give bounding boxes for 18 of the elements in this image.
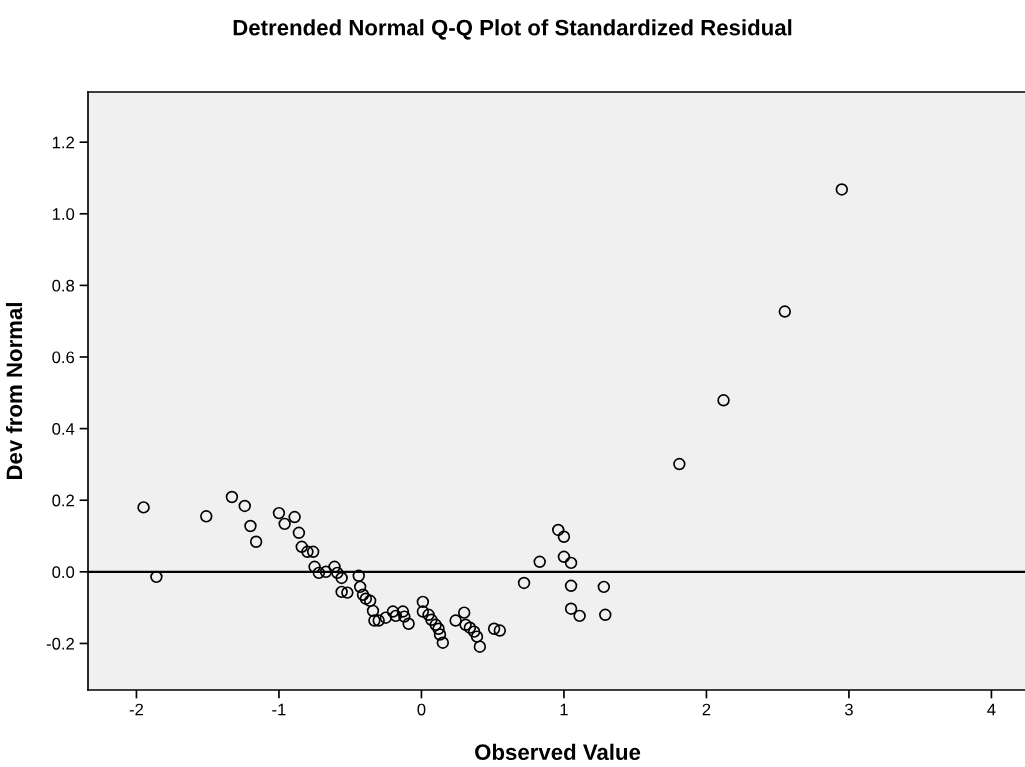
y-tick-label: 1.2	[52, 136, 74, 149]
y-tick-label: 0.6	[52, 351, 75, 364]
y-tick-label: 0.8	[52, 279, 75, 292]
y-axis-title: Dev from Normal	[5, 303, 23, 480]
chart-title: Detrended Normal Q-Q Plot of Standardized Residual	[233, 19, 792, 40]
x-axis-title: Observed Value	[475, 743, 641, 761]
y-tick-label: 1.0	[52, 208, 75, 220]
y-tick-label: 0.0	[52, 566, 75, 579]
x-tick-label: 1	[560, 703, 568, 716]
y-tick-label: 0.2	[52, 494, 74, 507]
x-tick-label: -1	[272, 703, 286, 716]
x-tick-label: 4	[987, 703, 996, 716]
x-tick-label: 0	[417, 703, 426, 716]
x-tick-label: 3	[844, 703, 853, 716]
x-tick-label: -2	[129, 703, 144, 716]
x-tick-label: 2	[702, 703, 711, 716]
y-tick-label: -0.2	[46, 637, 74, 650]
y-tick-label: 0.4	[52, 423, 75, 435]
